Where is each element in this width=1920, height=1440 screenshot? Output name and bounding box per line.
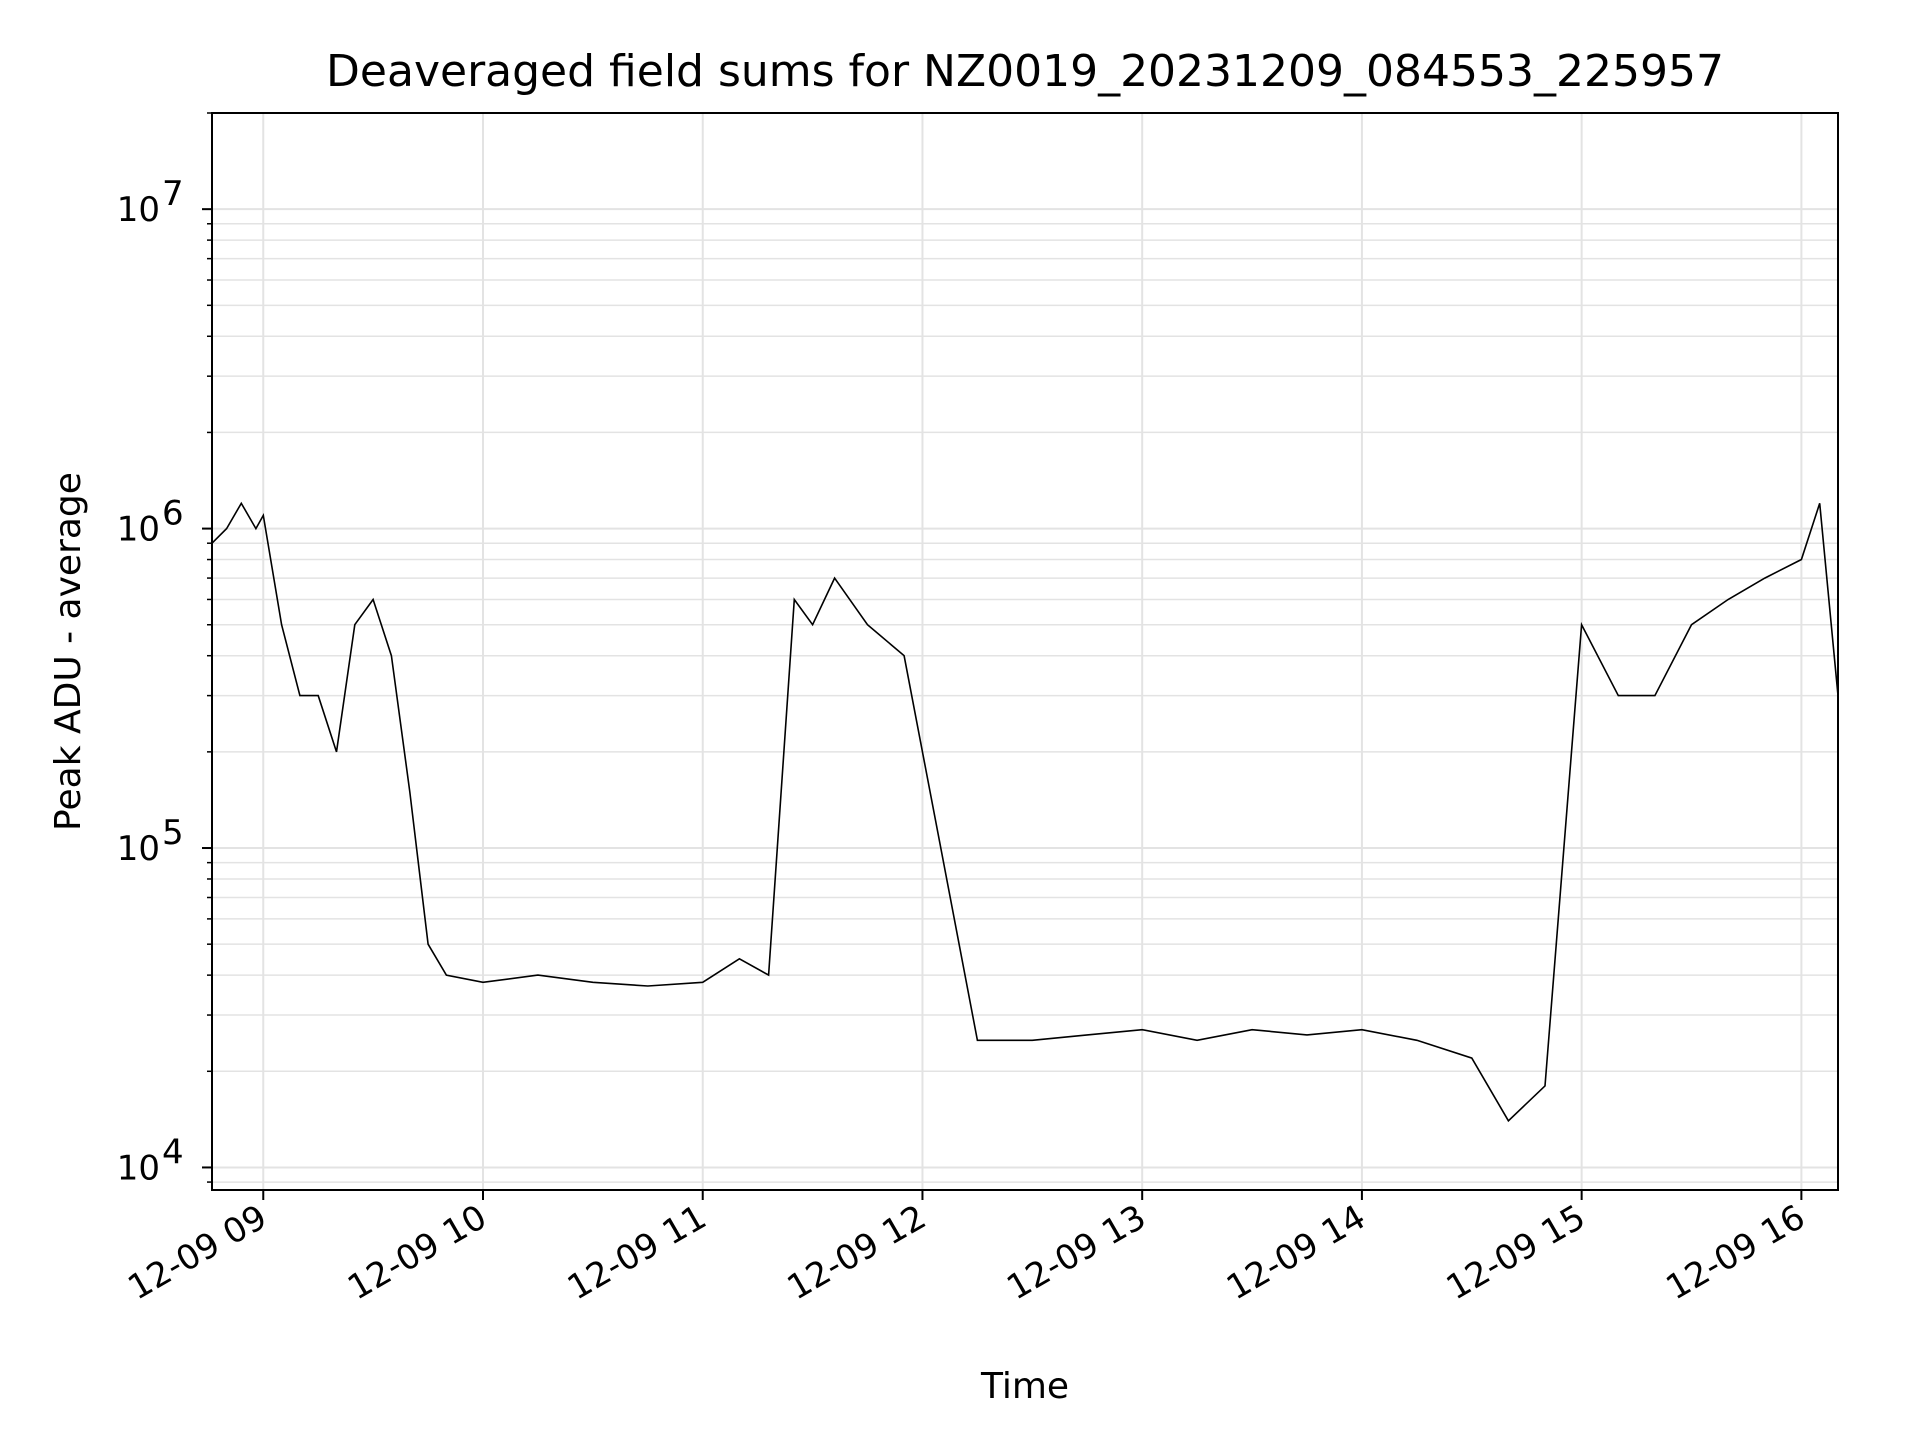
axes: 12-09 09 12-09 10 12-09 11 12-09 12 12-09 13… (117, 112, 1812, 1308)
plot-frame (211, 112, 1839, 1191)
grid-lines (212, 112, 1838, 1190)
x-tick-label: 12-09 09 (121, 1197, 273, 1308)
plot-area (211, 501, 1839, 1123)
y-tick-exponent: 7 (162, 174, 184, 214)
series-line (211, 501, 1839, 1123)
y-tick-label: 10 (117, 1148, 160, 1188)
x-axis-title: Time (980, 1366, 1069, 1407)
x-tick-label: 12-09 11 (561, 1197, 713, 1308)
y-axis-title: Peak ADU - average (48, 472, 89, 831)
x-tick-label: 12-09 15 (1440, 1197, 1592, 1308)
x-tick-label: 12-09 12 (781, 1197, 933, 1308)
x-tick-label: 12-09 16 (1659, 1197, 1811, 1308)
y-tick-label: 10 (117, 510, 160, 550)
y-tick-label: 10 (117, 829, 160, 869)
x-tick-label: 12-09 13 (1000, 1197, 1152, 1308)
y-tick-exponent: 4 (162, 1132, 184, 1172)
chart-title: Deaveraged field sums for NZ0019_2023120… (326, 46, 1724, 97)
y-tick-exponent: 5 (162, 813, 184, 853)
x-tick-label: 12-09 10 (341, 1197, 493, 1308)
y-tick-label: 10 (117, 190, 160, 230)
x-tick-label: 12-09 14 (1220, 1197, 1372, 1308)
y-tick-exponent: 6 (162, 494, 184, 534)
